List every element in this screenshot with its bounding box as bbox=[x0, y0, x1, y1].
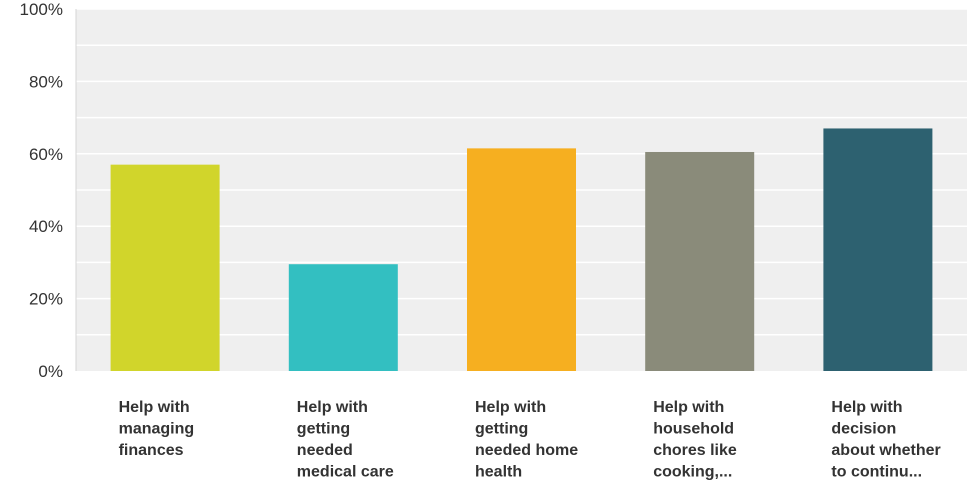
bar bbox=[110, 164, 220, 371]
x-axis-categories: Help with managing finances Help with gettin… bbox=[119, 399, 941, 481]
x-category-label: getting bbox=[297, 421, 350, 438]
x-category-label: Help with bbox=[119, 399, 190, 416]
y-tick-label: 60% bbox=[29, 145, 63, 164]
x-category-label: Help with bbox=[831, 399, 902, 416]
bar bbox=[823, 128, 933, 371]
x-category-label: managing bbox=[119, 421, 195, 438]
x-category-label: Help with bbox=[653, 399, 724, 416]
x-category-label: chores like bbox=[653, 442, 737, 459]
y-axis-ticks: 0% 20% 40% 60% 80% 100% bbox=[20, 0, 63, 381]
x-category-label: Help with bbox=[475, 399, 546, 416]
y-tick-label: 80% bbox=[29, 72, 63, 91]
x-category-label: finances bbox=[119, 442, 184, 459]
bar bbox=[288, 264, 398, 371]
x-category-label: getting bbox=[475, 421, 528, 438]
bar bbox=[467, 148, 576, 371]
x-category-label: Help with bbox=[297, 399, 368, 416]
x-category-label: household bbox=[653, 421, 734, 438]
y-tick-label: 100% bbox=[20, 0, 63, 19]
y-tick-label: 0% bbox=[38, 362, 63, 381]
x-category-label: needed home bbox=[475, 442, 578, 459]
x-category-label: needed bbox=[297, 442, 353, 459]
x-category-label: decision bbox=[831, 421, 896, 438]
x-category-label: about whether bbox=[831, 442, 940, 459]
bars bbox=[110, 128, 933, 371]
x-category-label: health bbox=[475, 464, 522, 481]
x-category-label: to continu... bbox=[831, 464, 922, 481]
bar bbox=[645, 151, 755, 371]
x-category-label: cooking,... bbox=[653, 464, 732, 481]
y-tick-label: 20% bbox=[29, 290, 63, 309]
y-tick-label: 40% bbox=[29, 217, 63, 236]
x-category-label: medical care bbox=[297, 464, 394, 481]
